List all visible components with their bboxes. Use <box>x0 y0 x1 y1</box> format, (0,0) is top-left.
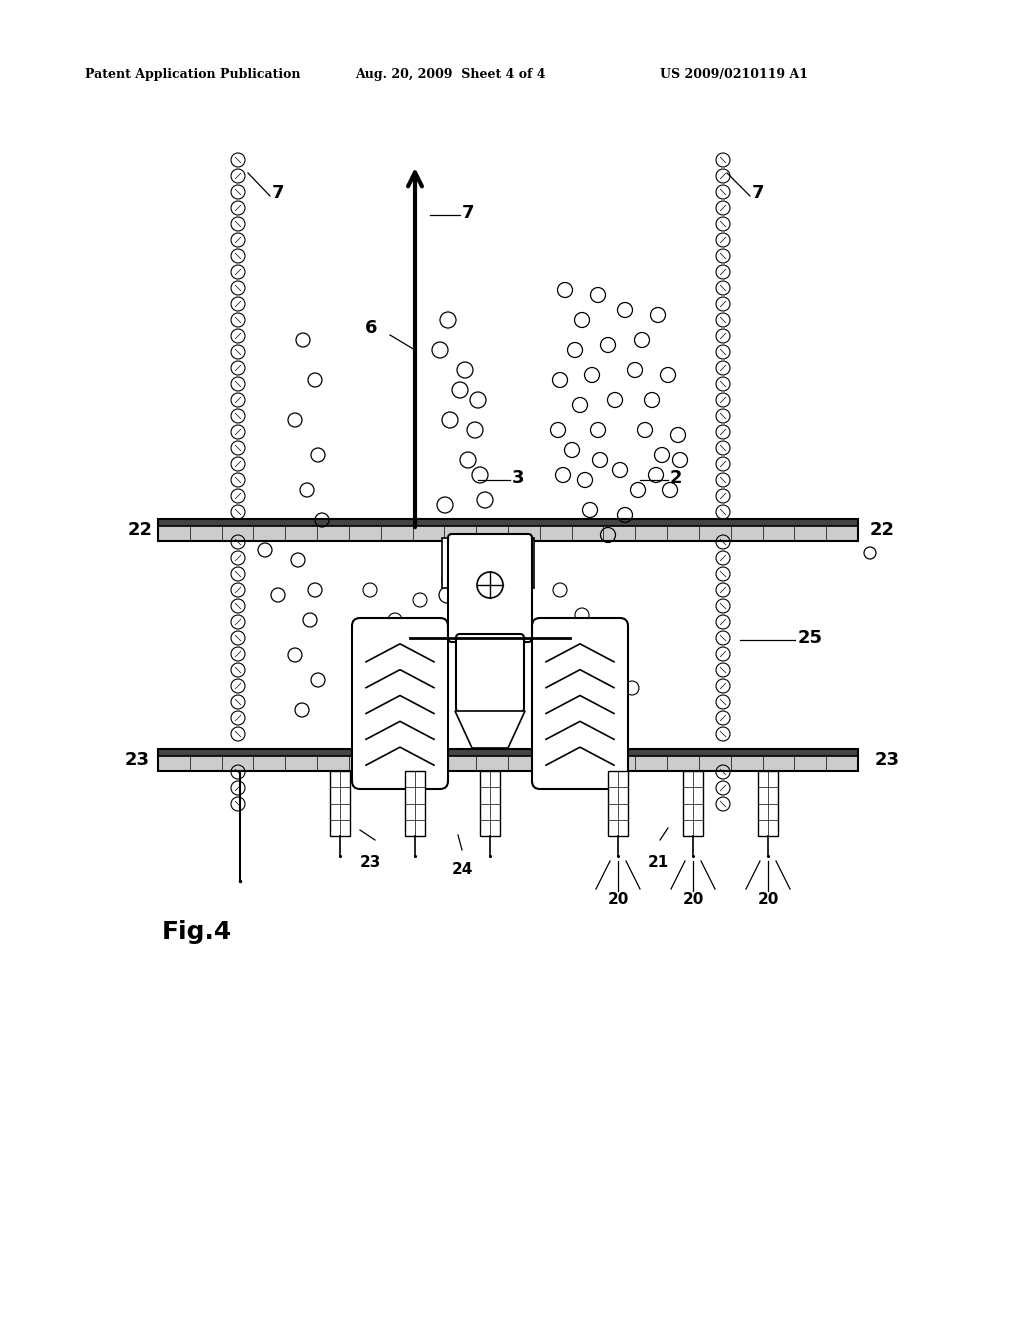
Text: 7: 7 <box>462 205 474 222</box>
Text: 25: 25 <box>798 630 823 647</box>
Bar <box>158 519 858 541</box>
Text: 7: 7 <box>752 183 765 202</box>
Text: 22: 22 <box>128 521 153 539</box>
FancyBboxPatch shape <box>352 618 449 789</box>
Bar <box>406 771 425 836</box>
Bar <box>683 771 703 836</box>
Text: 22: 22 <box>870 521 895 539</box>
Text: 21: 21 <box>647 855 669 870</box>
Text: Patent Application Publication: Patent Application Publication <box>85 69 300 81</box>
Text: 23: 23 <box>874 751 900 770</box>
Text: 2: 2 <box>670 469 683 487</box>
Bar <box>758 771 778 836</box>
Bar <box>442 539 464 587</box>
Bar <box>512 539 534 587</box>
Text: US 2009/0210119 A1: US 2009/0210119 A1 <box>660 69 808 81</box>
Text: 23: 23 <box>125 751 150 770</box>
Bar <box>480 771 500 836</box>
Text: 20: 20 <box>682 892 703 907</box>
Bar <box>158 748 858 771</box>
FancyBboxPatch shape <box>532 618 628 789</box>
Text: Aug. 20, 2009  Sheet 4 of 4: Aug. 20, 2009 Sheet 4 of 4 <box>355 69 546 81</box>
Text: 24: 24 <box>452 862 473 876</box>
Text: 20: 20 <box>758 892 778 907</box>
Bar <box>158 748 858 756</box>
Text: 3: 3 <box>512 469 524 487</box>
FancyBboxPatch shape <box>456 634 524 711</box>
Text: 6: 6 <box>365 319 378 337</box>
Bar <box>330 771 350 836</box>
FancyBboxPatch shape <box>449 535 532 642</box>
Bar <box>158 519 858 525</box>
Polygon shape <box>455 711 525 748</box>
Bar <box>158 756 858 771</box>
Text: 23: 23 <box>359 855 381 870</box>
Text: 7: 7 <box>272 183 285 202</box>
Text: Fig.4: Fig.4 <box>162 920 232 944</box>
Bar <box>608 771 628 836</box>
Text: 20: 20 <box>607 892 629 907</box>
Bar <box>158 525 858 541</box>
